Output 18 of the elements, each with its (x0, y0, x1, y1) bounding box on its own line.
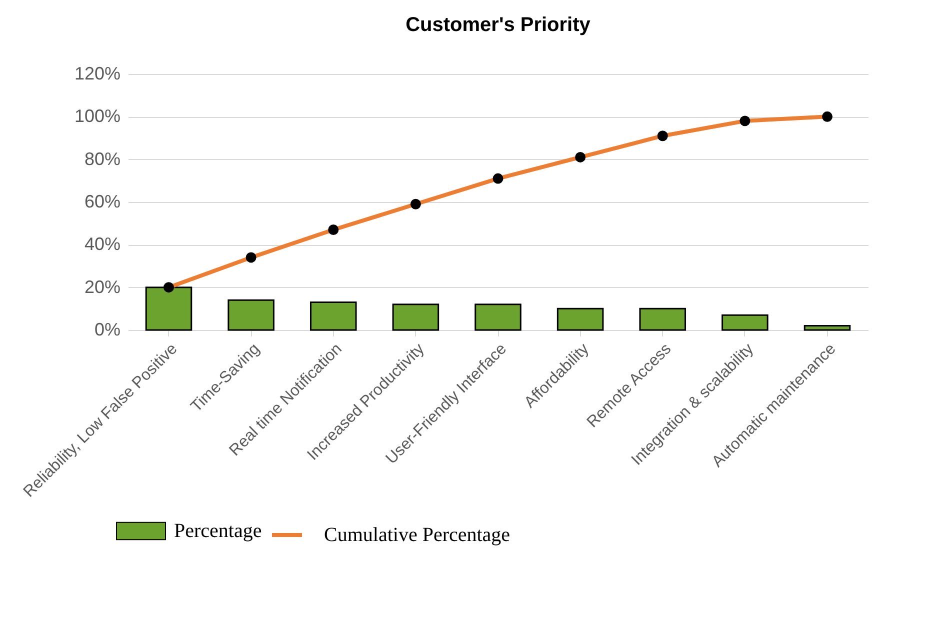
bar (228, 299, 274, 331)
legend-label: Percentage (174, 520, 262, 542)
chart-title: Customer's Priority (406, 14, 592, 36)
bar (804, 324, 851, 331)
bar (392, 304, 440, 331)
bar (310, 302, 357, 331)
y-tick-label: 80% (84, 148, 120, 169)
y-tick-label: 20% (84, 276, 120, 297)
bar (556, 308, 604, 331)
y-tick-label: 120% (74, 64, 120, 84)
legend-label: Cumulative Percentage (324, 524, 510, 546)
bar (474, 304, 522, 331)
bar (639, 308, 686, 331)
y-tick-label: 0% (94, 320, 120, 340)
y-tick-label: 40% (84, 234, 120, 254)
y-tick-label: 60% (84, 192, 120, 212)
bar (722, 314, 768, 331)
y-tick-label: 100% (74, 106, 120, 126)
